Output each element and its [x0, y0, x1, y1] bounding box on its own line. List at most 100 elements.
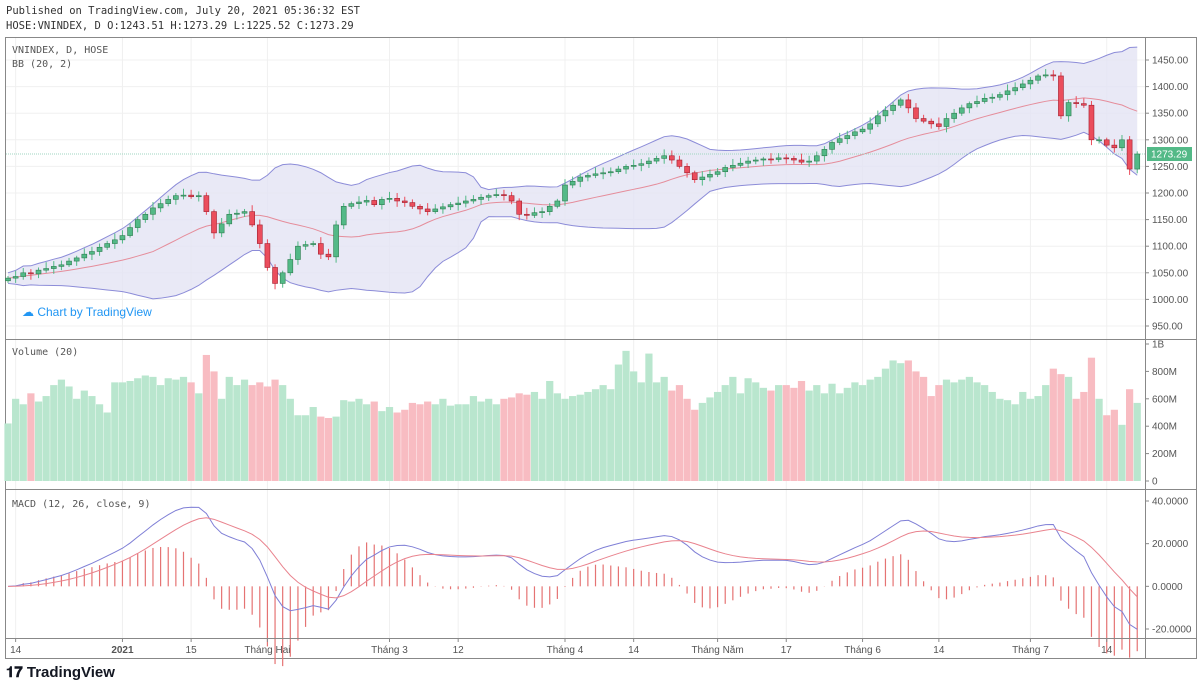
- candle: [699, 176, 706, 180]
- candle: [920, 118, 927, 122]
- time-tick-label: Tháng Năm: [691, 645, 743, 656]
- candle: [440, 206, 446, 210]
- candle: [508, 195, 515, 202]
- candle: [43, 268, 49, 271]
- logo-text: TradingView: [26, 664, 115, 681]
- candle: [279, 272, 286, 284]
- volume-bar: [1011, 404, 1019, 481]
- volume-bar: [591, 389, 600, 481]
- price-tick-label: 1300.00: [1152, 135, 1189, 146]
- volume-bar: [393, 412, 401, 481]
- candle: [974, 101, 980, 104]
- candle: [783, 157, 790, 160]
- volume-bar: [538, 398, 546, 481]
- macd-tick-label: 20.0000: [1152, 539, 1189, 550]
- candle: [1111, 144, 1118, 149]
- volume-bar: [332, 416, 340, 481]
- candle: [585, 175, 591, 178]
- candle: [989, 96, 996, 99]
- volume-bar: [401, 409, 409, 481]
- volume-bar: [454, 404, 462, 481]
- macd-line: [7, 506, 1138, 630]
- volume-bar: [126, 380, 134, 481]
- candle: [127, 227, 133, 236]
- volume-bar: [820, 393, 829, 481]
- volume-bar: [881, 368, 890, 481]
- macd-legend[interactable]: MACD (12, 26, close, 9): [12, 499, 151, 510]
- macd-tick-label: 40.0000: [1152, 497, 1189, 508]
- volume-bar: [363, 404, 371, 481]
- candle: [96, 246, 103, 252]
- volume-pane[interactable]: [4, 350, 1141, 481]
- tradingview-logo[interactable]: 𝟏𝟕 TradingView: [6, 664, 115, 681]
- volume-bar: [50, 385, 58, 481]
- candle: [150, 207, 156, 215]
- volume-bar: [179, 376, 188, 481]
- candle: [50, 266, 57, 269]
- candle: [1027, 79, 1034, 85]
- candle: [302, 244, 309, 247]
- volume-bar: [1072, 398, 1080, 481]
- volume-bar: [1057, 374, 1065, 481]
- volume-bar: [736, 393, 745, 481]
- volume-bar: [431, 404, 439, 481]
- volume-bar: [691, 409, 699, 481]
- candle: [470, 199, 477, 202]
- volume-bar: [561, 398, 569, 481]
- time-tick-label: Tháng 4: [547, 645, 584, 656]
- volume-bar: [530, 391, 539, 481]
- volume-bar: [385, 407, 394, 481]
- candle: [707, 174, 713, 178]
- candle: [836, 138, 843, 143]
- time-tick-label: Tháng 7: [1012, 645, 1049, 656]
- volume-bar: [4, 423, 12, 481]
- volume-bar: [195, 393, 203, 481]
- candle: [66, 260, 72, 266]
- volume-bar: [752, 382, 760, 481]
- price-pane[interactable]: [5, 46, 1146, 300]
- candle: [1103, 139, 1110, 146]
- price-tick-label: 1350.00: [1152, 109, 1189, 120]
- volume-bar: [248, 385, 256, 481]
- volume-bar: [1133, 402, 1141, 481]
- volume-bar: [599, 385, 607, 481]
- price-tick-label: 1200.00: [1152, 189, 1189, 200]
- candle: [173, 195, 179, 200]
- candle: [1065, 102, 1072, 117]
- candle: [867, 123, 873, 130]
- volume-bar: [805, 390, 813, 481]
- symbol-title: VNINDEX, D, HOSE: [12, 45, 109, 56]
- candle: [20, 272, 27, 277]
- volume-bar: [775, 385, 783, 481]
- volume-bar: [57, 379, 66, 481]
- candle: [752, 159, 759, 162]
- volume-bar: [920, 376, 928, 481]
- volume-bar: [1042, 385, 1050, 481]
- candle: [318, 243, 324, 255]
- volume-bar: [1019, 391, 1027, 481]
- bb-legend[interactable]: BB (20, 2): [12, 59, 73, 70]
- volume-legend[interactable]: Volume (20): [12, 347, 79, 358]
- candle: [745, 160, 751, 164]
- candle: [859, 128, 866, 133]
- volume-bar: [851, 382, 859, 481]
- candle: [539, 211, 545, 213]
- candle: [195, 195, 202, 198]
- candle: [1042, 74, 1049, 77]
- macd-pane[interactable]: [7, 506, 1138, 667]
- candle: [211, 211, 217, 234]
- volume-bar: [141, 375, 149, 481]
- volume-bar: [981, 385, 989, 481]
- volume-bar: [446, 405, 455, 481]
- candle: [638, 163, 645, 166]
- candle: [119, 235, 126, 241]
- candle: [722, 167, 729, 173]
- volume-bar: [904, 360, 912, 481]
- candle: [478, 196, 484, 200]
- volume-bar: [729, 376, 737, 481]
- volume-bar: [347, 401, 355, 481]
- candle: [775, 157, 782, 160]
- candle: [1058, 75, 1064, 117]
- volume-bar: [172, 379, 180, 481]
